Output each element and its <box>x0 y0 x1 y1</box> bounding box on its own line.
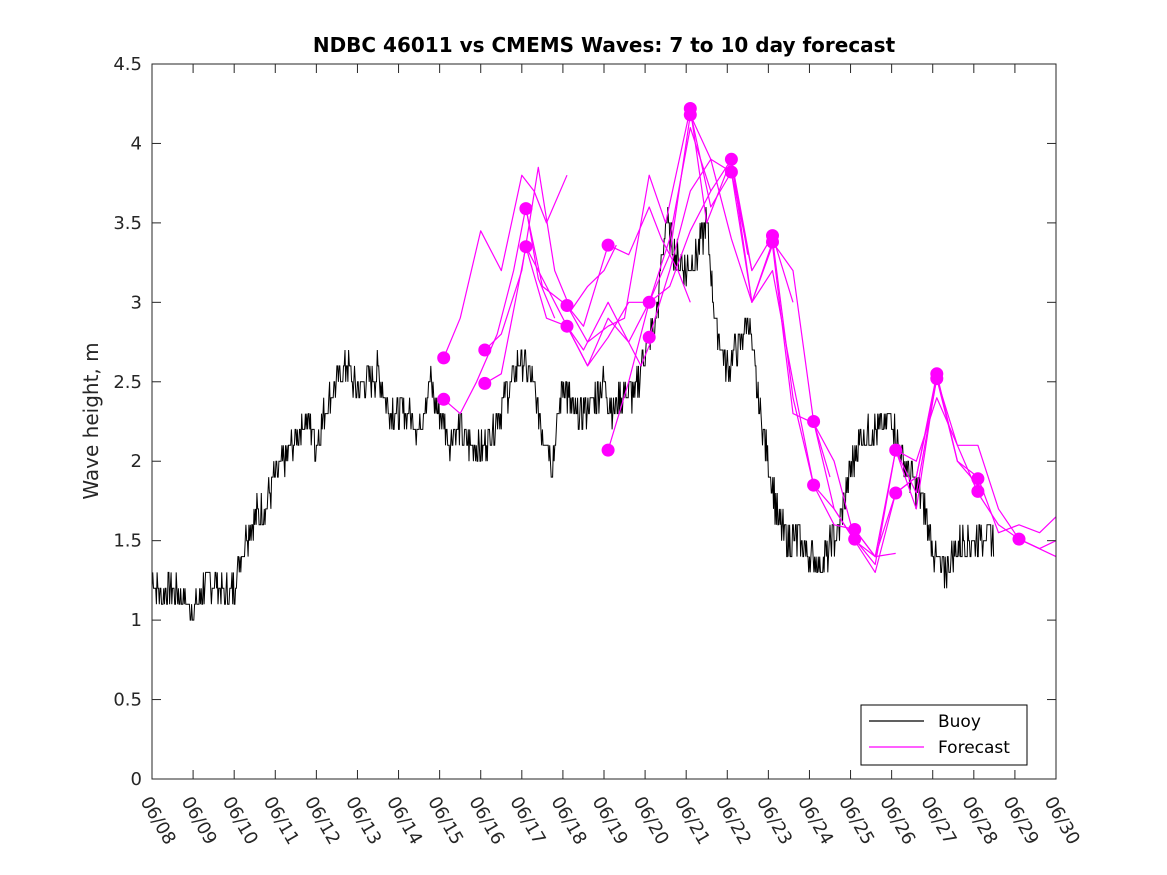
forecast-marker-19 <box>807 478 821 492</box>
forecast-marker-11 <box>642 330 656 344</box>
forecast-marker-1 <box>437 392 451 406</box>
forecast-series-line-11 <box>730 159 938 566</box>
legend-forecast-label: Forecast <box>938 738 1010 758</box>
y-tick-label-8: 4 <box>131 133 142 154</box>
forecast-series-line-15 <box>895 397 1057 550</box>
forecast-marker-17 <box>766 235 779 249</box>
forecast-marker-6 <box>560 299 574 312</box>
y-tick-label-5: 2.5 <box>113 372 142 393</box>
y-tick-label-9: 4.5 <box>113 54 142 75</box>
forecast-series-line-5 <box>525 190 712 367</box>
forecast-marker-27 <box>971 484 985 498</box>
forecast-series-line-3 <box>484 246 654 384</box>
forecast-series-line-7 <box>566 114 753 367</box>
y-tick-label-0: 0 <box>131 769 142 790</box>
forecast-marker-13 <box>683 108 697 122</box>
y-axis-label: Wave height, m <box>79 342 103 499</box>
forecast-marker-10 <box>642 295 656 309</box>
forecast-marker-25 <box>930 372 944 386</box>
y-tick-label-4: 2 <box>131 451 142 472</box>
forecast-series-line-0 <box>443 174 568 359</box>
data-layer <box>151 102 1057 621</box>
forecast-marker-7 <box>560 319 574 333</box>
plot-area <box>152 64 1056 779</box>
forecast-marker-22 <box>889 443 903 457</box>
chart-title: NDBC 46011 vs CMEMS Waves: 7 to 10 day f… <box>313 33 896 57</box>
forecast-series-line-9 <box>648 158 831 478</box>
forecast-marker-20 <box>848 523 862 536</box>
y-tick-label-2: 1 <box>131 610 142 631</box>
forecast-marker-23 <box>889 486 903 500</box>
legend-box <box>860 704 1028 766</box>
forecast-marker-2 <box>478 343 492 357</box>
legend-buoy-label: Buoy <box>938 712 981 732</box>
y-tick-label-6: 3 <box>131 292 142 313</box>
forecast-marker-14 <box>724 152 738 166</box>
forecast-marker-0 <box>437 351 451 365</box>
y-tick-label-1: 0.5 <box>113 690 142 711</box>
forecast-marker-15 <box>724 165 738 179</box>
forecast-marker-3 <box>478 376 492 390</box>
forecast-marker-9 <box>601 443 615 457</box>
forecast-marker-28 <box>1012 532 1026 546</box>
forecast-marker-18 <box>807 415 821 428</box>
forecast-marker-21 <box>848 532 862 546</box>
y-tick-label-3: 1.5 <box>113 531 142 552</box>
forecast-marker-5 <box>519 240 533 254</box>
forecast-marker-4 <box>519 202 533 216</box>
buoy-series-line <box>151 206 995 621</box>
y-tick-label-7: 3.5 <box>113 213 142 234</box>
forecast-series-line-14 <box>854 373 1057 558</box>
forecast-marker-8 <box>601 238 615 252</box>
legend: Buoy Forecast <box>860 704 1028 766</box>
forecast-marker-26 <box>971 472 985 486</box>
forecast-series-line-12 <box>771 238 979 574</box>
